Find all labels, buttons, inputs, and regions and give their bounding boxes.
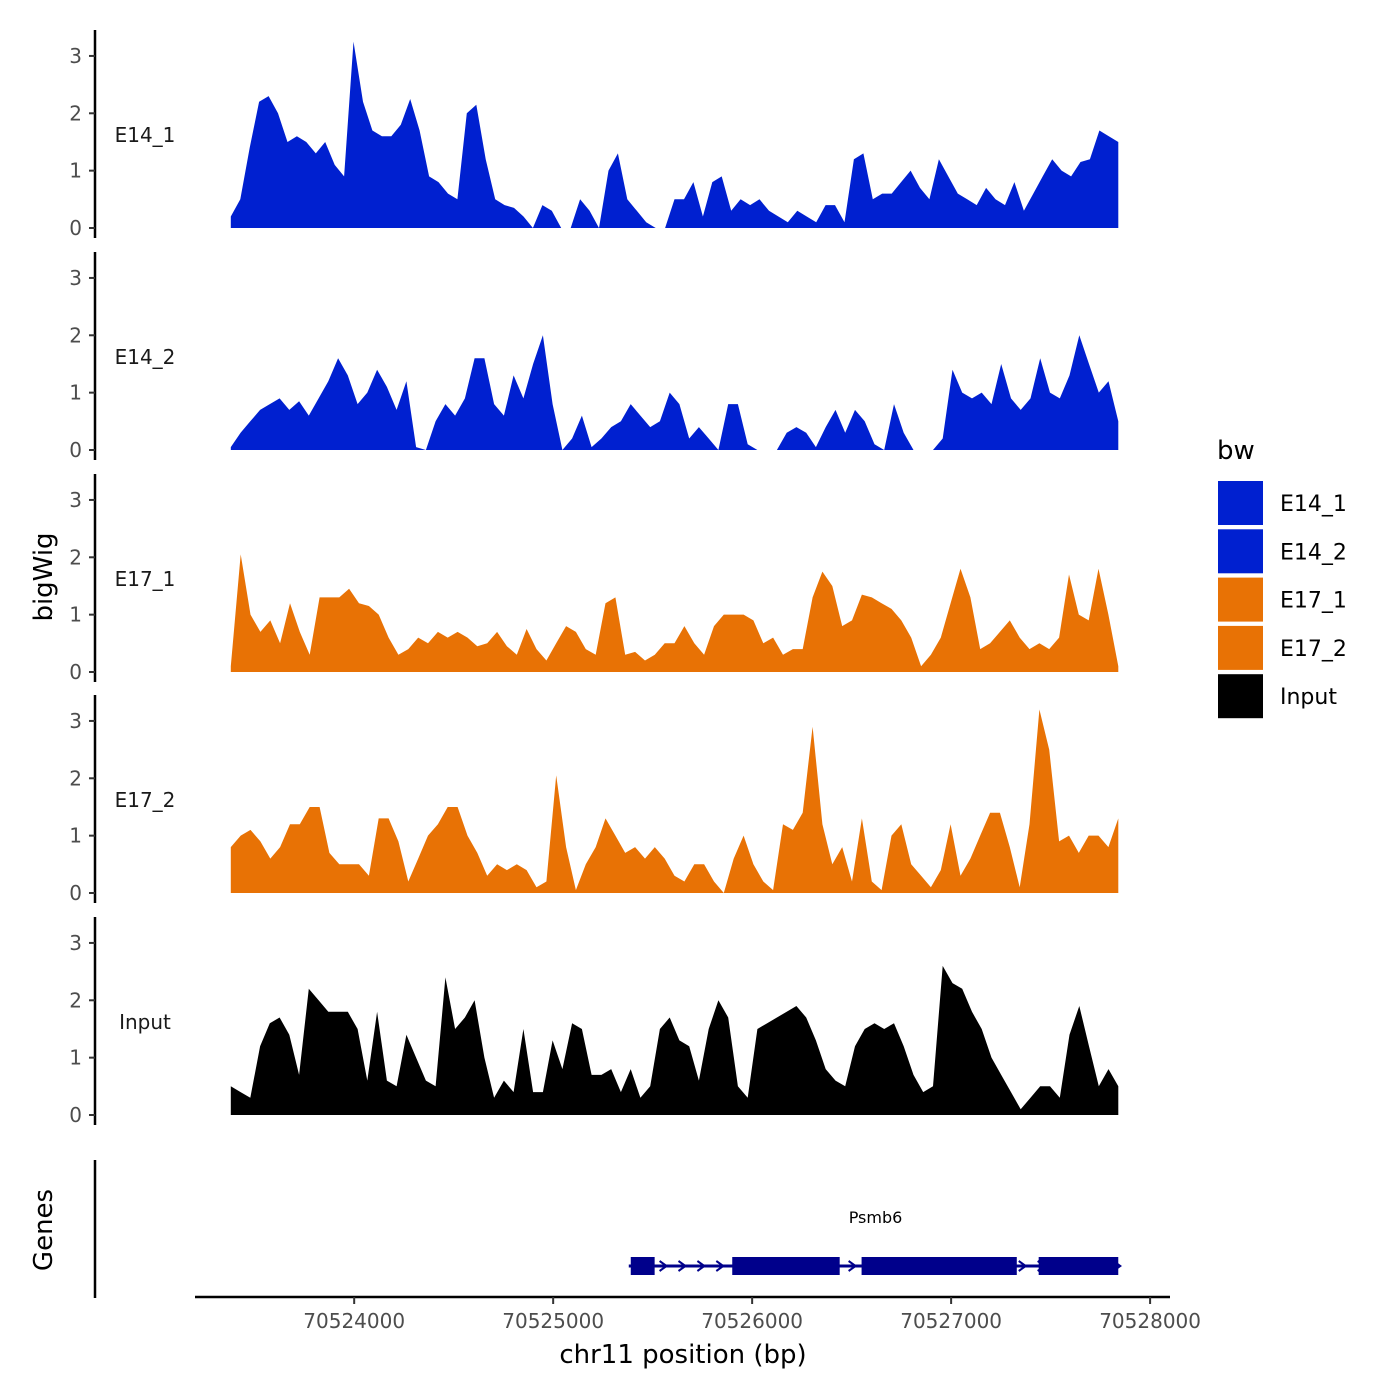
y-tick-label: 3 [69,488,82,512]
track-label: E14_2 [115,345,176,369]
strand-arrow [696,1260,707,1272]
gene-exon [732,1257,840,1275]
y-tick-label: 2 [69,323,82,347]
track-input: 0 1 2 3 Input [69,917,1119,1127]
legend-swatch-input [1218,674,1263,719]
strand-arrow [1018,1260,1028,1272]
signal-area-e14-1 [230,41,1119,228]
y-tick-label: 1 [69,381,82,405]
track-label: E17_2 [115,788,176,812]
gene-exon [630,1257,655,1275]
x-axis: 70524000 70525000 70526000 70527000 70528000 [195,1295,1201,1333]
y-axis-title: bigWig [29,532,59,621]
y-tick-label: 0 [69,438,82,462]
legend: bw E14_1 E14_2 E17_1 E17_2 Input [1217,436,1347,719]
track-e17-2: 0 1 2 3 E17_2 [69,695,1119,905]
strand-arrow [659,1260,669,1272]
x-tick-label: 70524000 [303,1309,405,1333]
gene-psmb6: Psmb6 [628,1208,1122,1275]
strand-arrow [677,1260,688,1272]
y-tick-label: 3 [69,931,82,955]
track-e14-1: 0 1 2 3 E14_1 [69,30,1119,240]
strand-arrow [848,1260,858,1272]
signal-area-e14-2 [230,335,1119,450]
x-axis-title: chr11 position (bp) [559,1340,806,1370]
legend-swatch-e14-1 [1218,481,1263,525]
y-tick-label: 0 [69,216,82,240]
legend-label: E17_1 [1280,589,1347,614]
track-label: Input [119,1010,171,1034]
x-tick-label: 70528000 [1099,1309,1201,1333]
y-tick-label: 2 [69,988,82,1012]
y-tick-label: 3 [69,44,82,68]
strand-arrow [715,1260,726,1272]
track-label: E14_1 [115,123,176,147]
legend-swatch-e17-1 [1218,577,1263,622]
legend-swatch-e17-2 [1218,625,1263,670]
signal-area-e17-1 [230,554,1119,672]
y-tick-label: 2 [69,766,82,790]
x-tick-label: 70525000 [502,1309,604,1333]
gene-name-label: Psmb6 [849,1208,903,1227]
y-tick-label: 3 [69,709,82,733]
y-tick-label: 1 [69,824,82,848]
legend-swatch-e14-2 [1218,529,1263,574]
gene-exon [1038,1257,1119,1275]
legend-label: E14_1 [1280,492,1347,517]
track-e14-2: 0 1 2 3 E14_2 [69,252,1119,462]
gene-exon [861,1257,1017,1275]
y-tick-label: 1 [69,603,82,627]
y-tick-label: 0 [69,881,82,905]
y-tick-label: 2 [69,101,82,125]
y-tick-label: 0 [69,1103,82,1127]
legend-title: bw [1217,436,1255,466]
track-label: E17_1 [115,567,176,591]
signal-tracks: 0 1 2 3 E14_1 0 1 2 3 E14_2 0 1 2 3 E17_1 0 1 2 3 E17_2 0 1 2 3… [69,30,1119,1127]
legend-label: E14_2 [1280,540,1347,565]
genes-track: Psmb6 [93,1160,1122,1298]
signal-area-input [230,965,1119,1115]
y-tick-label: 1 [69,159,82,183]
signal-area-e17-2 [230,709,1119,893]
x-tick-label: 70526000 [701,1309,803,1333]
y-tick-label: 0 [69,660,82,684]
legend-label: E17_2 [1280,637,1347,662]
y-tick-label: 3 [69,266,82,290]
y-tick-label: 1 [69,1046,82,1070]
genes-axis-title: Genes [29,1189,59,1271]
y-tick-label: 2 [69,545,82,569]
legend-label: Input [1280,685,1337,710]
track-e17-1: 0 1 2 3 E17_1 [69,474,1119,684]
x-tick-label: 70527000 [900,1309,1002,1333]
